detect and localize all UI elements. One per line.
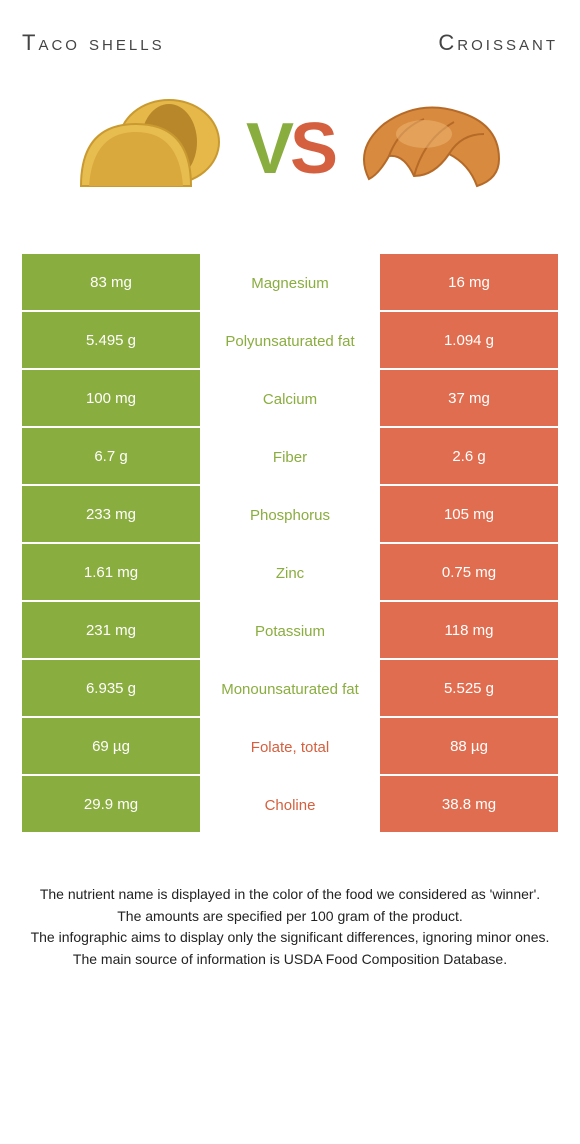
- nutrient-label-cell: Zinc: [200, 544, 380, 602]
- right-value-cell: 0.75 mg: [380, 544, 558, 602]
- croissant-image: [344, 84, 514, 214]
- left-value-cell: 83 mg: [22, 254, 200, 312]
- left-value-cell: 6.935 g: [22, 660, 200, 718]
- taco-shells-image: [66, 84, 236, 214]
- footer-line-4: The main source of information is USDA F…: [30, 949, 550, 971]
- right-value-cell: 105 mg: [380, 486, 558, 544]
- left-value-cell: 29.9 mg: [22, 776, 200, 834]
- vs-label: V S: [246, 108, 334, 190]
- table-row: 233 mgPhosphorus105 mg: [22, 486, 558, 544]
- table-row: 1.61 mgZinc0.75 mg: [22, 544, 558, 602]
- left-value-cell: 100 mg: [22, 370, 200, 428]
- right-food-title: Croissant: [438, 30, 558, 56]
- nutrient-label-cell: Calcium: [200, 370, 380, 428]
- nutrient-label-cell: Folate, total: [200, 718, 380, 776]
- left-value-cell: 231 mg: [22, 602, 200, 660]
- left-value-cell: 1.61 mg: [22, 544, 200, 602]
- nutrient-label-cell: Fiber: [200, 428, 380, 486]
- right-value-cell: 2.6 g: [380, 428, 558, 486]
- table-row: 69 µgFolate, total88 µg: [22, 718, 558, 776]
- table-row: 83 mgMagnesium16 mg: [22, 254, 558, 312]
- nutrient-label-cell: Polyunsaturated fat: [200, 312, 380, 370]
- left-value-cell: 233 mg: [22, 486, 200, 544]
- left-value-cell: 5.495 g: [22, 312, 200, 370]
- nutrient-label-cell: Potassium: [200, 602, 380, 660]
- right-value-cell: 37 mg: [380, 370, 558, 428]
- footer-line-3: The infographic aims to display only the…: [30, 927, 550, 949]
- nutrient-label-cell: Monounsaturated fat: [200, 660, 380, 718]
- table-row: 6.935 gMonounsaturated fat5.525 g: [22, 660, 558, 718]
- vs-row: V S: [22, 84, 558, 214]
- left-food-title: Taco shells: [22, 30, 165, 56]
- right-value-cell: 5.525 g: [380, 660, 558, 718]
- right-value-cell: 1.094 g: [380, 312, 558, 370]
- vs-s-letter: S: [290, 108, 334, 190]
- right-value-cell: 118 mg: [380, 602, 558, 660]
- vs-v-letter: V: [246, 108, 290, 190]
- nutrient-label-cell: Magnesium: [200, 254, 380, 312]
- nutrient-label-cell: Choline: [200, 776, 380, 834]
- table-row: 100 mgCalcium37 mg: [22, 370, 558, 428]
- right-value-cell: 88 µg: [380, 718, 558, 776]
- title-row: Taco shells Croissant: [22, 30, 558, 56]
- table-row: 29.9 mgCholine38.8 mg: [22, 776, 558, 834]
- right-value-cell: 16 mg: [380, 254, 558, 312]
- table-row: 231 mgPotassium118 mg: [22, 602, 558, 660]
- footer-line-2: The amounts are specified per 100 gram o…: [30, 906, 550, 928]
- footer-notes: The nutrient name is displayed in the co…: [22, 884, 558, 971]
- footer-line-1: The nutrient name is displayed in the co…: [30, 884, 550, 906]
- right-value-cell: 38.8 mg: [380, 776, 558, 834]
- table-row: 5.495 gPolyunsaturated fat1.094 g: [22, 312, 558, 370]
- nutrient-label-cell: Phosphorus: [200, 486, 380, 544]
- left-value-cell: 6.7 g: [22, 428, 200, 486]
- left-value-cell: 69 µg: [22, 718, 200, 776]
- table-row: 6.7 gFiber2.6 g: [22, 428, 558, 486]
- nutrient-table: 83 mgMagnesium16 mg5.495 gPolyunsaturate…: [22, 254, 558, 834]
